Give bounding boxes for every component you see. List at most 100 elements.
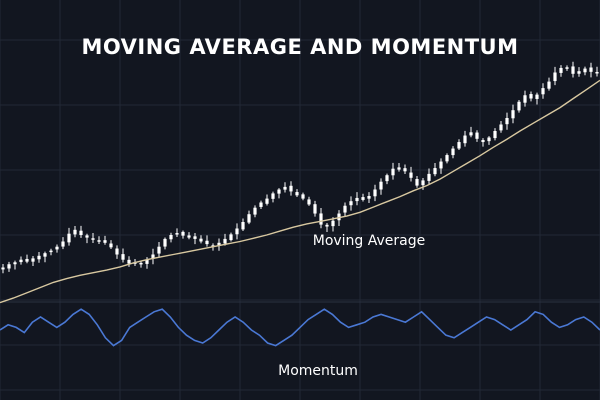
- candle-body: [25, 258, 29, 262]
- candle-body: [193, 236, 197, 239]
- candle-body: [91, 238, 95, 240]
- candle-body: [115, 248, 119, 255]
- candle-body: [361, 197, 365, 200]
- candle-body: [379, 181, 383, 190]
- candlestick-series: [1, 61, 599, 274]
- candle-body: [37, 255, 41, 260]
- candle-body: [349, 201, 353, 206]
- candle-body: [457, 142, 461, 149]
- candle-body: [313, 204, 317, 214]
- candle-body: [373, 189, 377, 197]
- candle-body: [583, 68, 587, 73]
- candle-body: [235, 228, 239, 235]
- candle-body: [277, 189, 281, 194]
- candle-body: [433, 168, 437, 175]
- momentum-label: Momentum: [278, 363, 358, 379]
- candle-body: [19, 259, 23, 263]
- candle-body: [481, 140, 485, 143]
- candle-body: [535, 94, 539, 99]
- candle-body: [469, 132, 473, 136]
- candle-body: [325, 224, 329, 227]
- candle-body: [493, 131, 497, 139]
- candle-body: [331, 220, 335, 227]
- candle-body: [157, 246, 161, 254]
- candle-body: [217, 242, 221, 246]
- candle-body: [355, 197, 359, 202]
- candle-body: [319, 213, 323, 225]
- candle-body: [571, 66, 575, 74]
- candle-body: [307, 199, 311, 205]
- candle-body: [451, 148, 455, 156]
- candle-body: [295, 192, 299, 196]
- candle-body: [385, 175, 389, 182]
- candle-body: [205, 240, 209, 245]
- candle-body: [253, 207, 257, 215]
- candle-body: [85, 235, 89, 238]
- candle-body: [73, 229, 77, 235]
- candle-body: [427, 173, 431, 181]
- candle-body: [529, 94, 533, 99]
- candle-body: [589, 67, 593, 72]
- candle-body: [121, 254, 125, 260]
- candle-body: [463, 135, 467, 144]
- candle-body: [151, 254, 155, 259]
- candle-body: [199, 238, 203, 242]
- candle-body: [343, 205, 347, 213]
- candle-body: [415, 179, 419, 186]
- candle-body: [403, 168, 407, 172]
- candle-body: [229, 234, 233, 241]
- candle-body: [271, 193, 275, 199]
- candle-body: [241, 222, 245, 230]
- candle-body: [559, 67, 563, 73]
- candle-body: [337, 213, 341, 221]
- candle-body: [283, 186, 287, 190]
- candle-body: [97, 240, 101, 242]
- candle-body: [139, 262, 143, 265]
- candle-body: [595, 71, 599, 74]
- moving-average-label: Moving Average: [313, 233, 426, 249]
- candle-body: [565, 67, 569, 69]
- candle-body: [577, 71, 581, 74]
- candle-body: [145, 259, 149, 264]
- candle-body: [247, 214, 251, 223]
- candle-body: [67, 233, 71, 243]
- candle-body: [7, 264, 11, 269]
- candle-body: [499, 124, 503, 131]
- candle-body: [439, 161, 443, 169]
- candle-body: [517, 101, 521, 111]
- candle-body: [541, 88, 545, 95]
- moving-average-line: [0, 79, 600, 304]
- candle-body: [127, 259, 131, 264]
- candle-body: [523, 95, 527, 103]
- chart-title: MOVING AVERAGE AND MOMENTUM: [81, 35, 518, 59]
- candle-body: [181, 231, 185, 236]
- candle-body: [289, 185, 293, 192]
- candle-body: [109, 243, 113, 248]
- candle-body: [397, 167, 401, 170]
- candle-body: [61, 241, 65, 247]
- candle-body: [187, 235, 191, 238]
- candle-body: [31, 258, 35, 262]
- candle-body: [43, 253, 47, 257]
- candle-body: [169, 235, 173, 240]
- candle-body: [505, 118, 509, 125]
- candle-body: [445, 155, 449, 162]
- candle-body: [79, 230, 83, 235]
- candle-body: [547, 81, 551, 89]
- candle-body: [55, 246, 59, 250]
- candle-body: [301, 194, 305, 199]
- candle-body: [259, 202, 263, 207]
- candle-body: [13, 262, 17, 265]
- candle-body: [49, 250, 53, 253]
- candle-body: [367, 196, 371, 199]
- candle-body: [103, 240, 107, 243]
- momentum-line: [0, 308, 600, 347]
- candle-body: [163, 238, 167, 247]
- candle-body: [175, 233, 179, 235]
- candle-body: [1, 267, 5, 270]
- candle-body: [511, 110, 515, 119]
- candle-body: [475, 132, 479, 139]
- candle-body: [553, 72, 557, 82]
